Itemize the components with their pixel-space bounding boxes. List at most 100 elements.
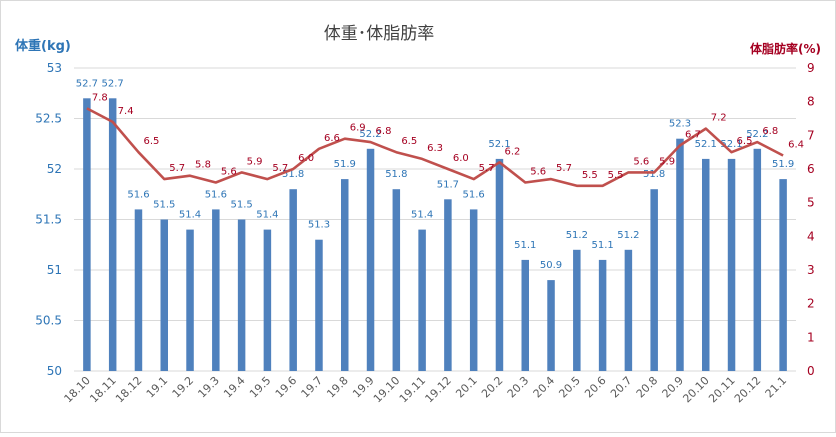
bar bbox=[779, 179, 787, 371]
bar-data-label: 51.4 bbox=[256, 210, 278, 221]
bar bbox=[547, 280, 555, 371]
gridlines bbox=[74, 67, 796, 372]
right-tick-label: 7 bbox=[807, 128, 815, 142]
x-tick-label: 19.2 bbox=[170, 374, 197, 401]
left-tick-label: 51 bbox=[47, 263, 62, 277]
x-tick-label: 18.10 bbox=[62, 374, 93, 405]
x-tick-label: 19.8 bbox=[324, 374, 351, 401]
bar-data-label: 51.8 bbox=[643, 169, 665, 180]
x-tick-label: 20.5 bbox=[556, 374, 583, 401]
bar-data-label: 51.1 bbox=[514, 240, 536, 251]
bar-data-label: 52.7 bbox=[102, 78, 124, 89]
x-tick-label: 19.10 bbox=[371, 374, 402, 405]
bar bbox=[263, 229, 272, 371]
x-tick-label: 20.3 bbox=[505, 374, 532, 401]
left-tick-label: 50.5 bbox=[35, 314, 62, 328]
x-tick-label: 21.1 bbox=[763, 374, 790, 401]
line-data-label: 5.7 bbox=[479, 163, 495, 174]
line-data-label: 6.5 bbox=[143, 136, 159, 147]
bar-data-label: 51.2 bbox=[617, 230, 639, 241]
line-data-label: 7.2 bbox=[711, 113, 727, 124]
right-tick-label: 0 bbox=[807, 364, 815, 378]
bar bbox=[212, 209, 220, 371]
line-data-label: 6.8 bbox=[376, 126, 392, 137]
line-data-label: 5.5 bbox=[582, 170, 598, 181]
bar-data-label: 51.6 bbox=[205, 189, 227, 200]
bar-data-label: 51.9 bbox=[772, 159, 794, 170]
bar bbox=[469, 209, 478, 371]
bar-data-label: 51.6 bbox=[127, 189, 149, 200]
x-tick-label: 19.7 bbox=[299, 374, 326, 401]
left-tick-label: 51.5 bbox=[35, 213, 62, 227]
bar bbox=[727, 158, 736, 371]
line-data-label: 6.9 bbox=[350, 123, 366, 134]
right-tick-label: 3 bbox=[807, 263, 815, 277]
bar-data-label: 51.1 bbox=[591, 240, 613, 251]
line-data-label: 5.9 bbox=[247, 156, 263, 167]
bar bbox=[702, 158, 710, 371]
bar bbox=[753, 148, 762, 371]
left-axis-ticks: 50 50.5 51 51.5 52 52.5 53 bbox=[35, 61, 62, 378]
bar-data-label: 51.5 bbox=[230, 200, 252, 211]
x-tick-label: 19.11 bbox=[397, 374, 428, 405]
line-data-label: 6.0 bbox=[298, 153, 314, 164]
line-data-label: 7.8 bbox=[92, 92, 108, 103]
chart-title: 体重･体脂肪率 bbox=[324, 24, 435, 44]
bar-data-label: 51.8 bbox=[282, 169, 304, 180]
bar-data-label: 52.1 bbox=[488, 139, 510, 150]
line-data-label: 6.5 bbox=[401, 136, 417, 147]
right-tick-label: 9 bbox=[807, 61, 815, 75]
bar-data-label: 52.1 bbox=[720, 139, 742, 150]
x-tick-label: 20.12 bbox=[732, 374, 763, 405]
bar bbox=[134, 209, 143, 371]
x-tick-label: 20.1 bbox=[453, 374, 480, 401]
x-tick-label: 19.3 bbox=[195, 374, 222, 401]
line-data-label: 5.5 bbox=[608, 170, 624, 181]
x-tick-label: 20.2 bbox=[479, 374, 506, 401]
x-tick-label: 18.11 bbox=[87, 374, 118, 405]
x-tick-label: 19.6 bbox=[273, 374, 300, 401]
left-tick-label: 52 bbox=[47, 162, 62, 176]
bar bbox=[341, 179, 349, 371]
right-tick-label: 1 bbox=[807, 330, 815, 344]
line-data-labels: 7.8 7.4 6.5 5.7 5.8 5.6 5.9 5.7 6.0 6.6 6.9 6.8 6.5 6… bbox=[92, 92, 804, 180]
bar-data-label: 52.3 bbox=[669, 119, 691, 130]
bar-data-label: 50.9 bbox=[540, 260, 562, 271]
line-data-label: 5.7 bbox=[169, 163, 185, 174]
line-data-label: 7.4 bbox=[118, 106, 134, 117]
bar bbox=[444, 199, 452, 371]
bar-data-label: 51.2 bbox=[566, 230, 588, 241]
line-data-label: 5.7 bbox=[272, 163, 288, 174]
bar bbox=[237, 219, 246, 371]
right-tick-label: 4 bbox=[807, 229, 815, 243]
x-tick-label: 20.4 bbox=[531, 374, 558, 401]
bar bbox=[676, 138, 684, 371]
bar bbox=[624, 249, 633, 371]
right-tick-label: 6 bbox=[807, 162, 815, 176]
x-tick-label: 20.11 bbox=[706, 374, 737, 405]
x-tick-label: 20.10 bbox=[680, 374, 711, 405]
bar-data-label: 51.4 bbox=[179, 210, 201, 221]
line-data-label: 5.7 bbox=[556, 163, 572, 174]
line-data-label: 6.0 bbox=[453, 153, 469, 164]
bar bbox=[495, 158, 504, 371]
right-tick-label: 5 bbox=[807, 196, 815, 210]
bar bbox=[289, 189, 297, 371]
bar bbox=[418, 229, 426, 371]
x-tick-label: 19.4 bbox=[221, 374, 248, 401]
x-tick-label: 20.7 bbox=[608, 374, 635, 401]
line-data-label: 5.6 bbox=[221, 166, 237, 177]
right-axis-title: 体脂肪率(%) bbox=[750, 41, 821, 56]
line-data-label: 5.9 bbox=[659, 156, 675, 167]
bar bbox=[108, 98, 117, 372]
bar bbox=[573, 249, 581, 371]
line-series-path bbox=[86, 107, 784, 188]
right-tick-label: 2 bbox=[807, 297, 815, 311]
x-tick-label: 20.8 bbox=[634, 374, 661, 401]
bar bbox=[521, 259, 529, 371]
left-tick-label: 50 bbox=[47, 364, 62, 378]
line-series bbox=[86, 107, 784, 188]
left-tick-label: 53 bbox=[47, 61, 62, 75]
